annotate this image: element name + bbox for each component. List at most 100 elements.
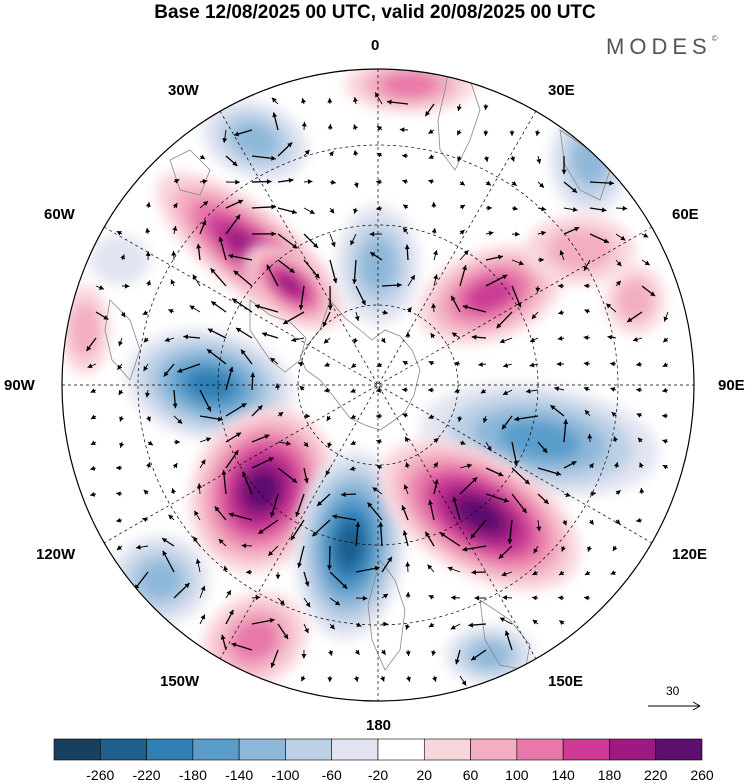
wind-arrow xyxy=(303,413,311,419)
wind-arrow xyxy=(193,510,201,521)
wind-arrow xyxy=(611,411,617,417)
wind-arrow xyxy=(474,595,487,601)
colorbar-tick-label: 100 xyxy=(505,767,529,783)
wind-arrow xyxy=(558,619,565,626)
wind-arrow xyxy=(511,467,531,485)
wind-arrow xyxy=(146,280,151,287)
wind-arrow xyxy=(478,361,487,367)
wind-arrow xyxy=(328,150,334,157)
wind-arrow xyxy=(432,675,437,682)
wind-arrow xyxy=(554,386,565,392)
wind-arrow xyxy=(532,619,539,625)
anomaly-region xyxy=(380,439,580,591)
wind-arrow xyxy=(275,383,281,391)
wind-arrow xyxy=(615,489,622,496)
wind-arrow xyxy=(172,225,178,235)
colorbar-swatch xyxy=(609,738,657,761)
wind-arrow xyxy=(537,441,548,454)
wind-arrow xyxy=(376,439,383,445)
colorbar-tick-label: 20 xyxy=(416,767,433,783)
wind-arrow xyxy=(277,411,284,417)
wind-arrow xyxy=(375,179,383,185)
wind-arrow xyxy=(327,441,333,448)
wind-arrow xyxy=(459,440,466,445)
wind-arrow xyxy=(454,388,461,393)
wind-arrow xyxy=(626,311,643,323)
wind-arrow xyxy=(376,387,383,393)
wind-arrow xyxy=(511,493,528,514)
wind-arrow xyxy=(402,530,409,547)
wind-arrow xyxy=(220,634,227,651)
wind-arrow xyxy=(605,303,617,313)
wind-arrow xyxy=(563,181,578,194)
wind-arrow xyxy=(251,231,277,237)
wind-arrow xyxy=(135,544,149,550)
wind-arrow xyxy=(537,230,547,236)
wind-arrow xyxy=(470,519,487,539)
wind-arrow xyxy=(374,92,383,105)
wind-arrow xyxy=(641,259,651,266)
wind-arrow xyxy=(90,388,97,393)
wind-arrow xyxy=(563,226,580,235)
wind-arrow xyxy=(375,413,383,419)
wind-arrow xyxy=(350,440,357,446)
wind-arrow xyxy=(350,414,357,419)
wind-arrow xyxy=(351,362,357,369)
colorbar-tick-label: -220 xyxy=(132,767,161,783)
wind-arrow xyxy=(199,585,206,599)
wind-arrow xyxy=(639,462,644,469)
wind-arrow xyxy=(369,231,383,237)
wind-arrow xyxy=(381,593,389,599)
wind-arrow xyxy=(501,415,513,430)
wind-arrow xyxy=(501,571,513,577)
wind-arrow xyxy=(427,564,435,573)
wind-arrow xyxy=(405,623,410,630)
wind-arrow xyxy=(117,363,123,370)
anomaly-region xyxy=(189,407,335,573)
wind-arrow xyxy=(214,506,227,521)
wind-arrow xyxy=(195,558,201,573)
wind-arrow xyxy=(303,441,309,448)
wind-arrow xyxy=(352,259,358,284)
wind-arrow xyxy=(90,465,97,471)
wind-arrow xyxy=(615,259,622,267)
wind-arrow xyxy=(173,582,190,599)
wind-arrow xyxy=(173,415,183,425)
wind-arrow xyxy=(462,304,487,313)
wind-arrow xyxy=(559,250,565,261)
wind-arrow xyxy=(433,479,439,495)
wind-arrow xyxy=(511,259,524,266)
wind-arrow xyxy=(480,388,487,394)
wind-arrow xyxy=(433,437,439,443)
wind-arrow xyxy=(322,311,331,328)
wind-arrow xyxy=(459,180,466,186)
colorbar-tick-label: 220 xyxy=(644,767,668,783)
wind-arrow xyxy=(459,265,467,287)
wind-vectors xyxy=(85,92,669,686)
wind-arrow xyxy=(471,334,487,340)
wind-arrow xyxy=(431,303,437,313)
wind-arrow xyxy=(459,249,469,261)
wind-arrow xyxy=(609,361,617,367)
wind-arrow xyxy=(485,180,492,186)
wind-arrow xyxy=(199,219,207,235)
anomaly-region xyxy=(201,99,309,181)
wind-arrow xyxy=(562,519,567,526)
wind-arrow xyxy=(485,254,504,261)
wind-arrow xyxy=(471,569,487,575)
wind-arrow xyxy=(612,545,618,552)
wind-arrow xyxy=(199,415,223,422)
wind-arrow xyxy=(401,505,409,521)
wind-arrow xyxy=(210,300,227,313)
wind-arrow xyxy=(210,267,227,287)
wind-arrow xyxy=(525,388,539,394)
colorbar-swatch xyxy=(192,738,240,761)
wind-arrow xyxy=(583,259,591,272)
wind-arrow xyxy=(172,389,178,409)
wind-arrow xyxy=(251,457,274,469)
wind-arrow xyxy=(145,251,151,261)
wind-arrow xyxy=(405,331,411,339)
wind-arrow xyxy=(355,565,380,573)
wind-arrow xyxy=(353,675,359,682)
wind-arrow xyxy=(456,103,462,112)
